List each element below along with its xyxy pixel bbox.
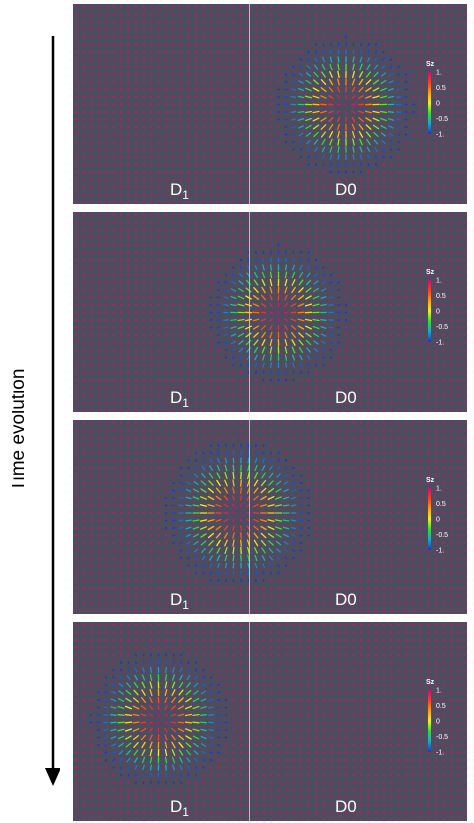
colorbar-tick: 1.: [436, 486, 442, 493]
time-arrow-head: [45, 768, 60, 786]
domain-label-d1: D1: [170, 590, 189, 612]
panel-3: Sz 1. 0.5 0 -0.5 -1. D1 D0: [73, 420, 467, 614]
colorbar-gradient: [428, 488, 431, 550]
colorbar-tick: -0.5: [436, 734, 448, 741]
colorbar-gradient: [428, 280, 431, 342]
colorbar-title: Sz: [426, 477, 435, 484]
colorbar-title: Sz: [426, 61, 435, 68]
time-arrow: [45, 36, 60, 786]
panel-2: Sz 1. 0.5 0 -0.5 -1. D1 D0: [73, 212, 467, 412]
spin-field: [74, 623, 467, 821]
colorbar-title: Sz: [426, 269, 435, 276]
colorbar-tick: 1.: [436, 688, 442, 695]
colorbar-tick: 0: [436, 517, 440, 524]
colorbar: Sz1. 0.5 0 -0.5 -1.: [426, 269, 448, 347]
domain-label-d1: D1: [170, 797, 189, 819]
spin-field: [74, 421, 467, 612]
colorbar-tick: -1.: [436, 548, 444, 555]
panel-1: Sz 1. 0.5 0 -0.5 -1. D1 D0: [73, 4, 467, 204]
spin-texture: Sz1. 0.5 0 -0.5 -1. D1 D0: [73, 212, 467, 412]
colorbar-tick: -1.: [436, 132, 444, 139]
panel-background: [73, 420, 467, 614]
domain-label-d0: D0: [335, 180, 357, 199]
colorbar: Sz1. 0.5 0 -0.5 -1.: [426, 477, 448, 555]
colorbar-tick: 0.5: [436, 703, 446, 710]
colorbar: Sz1. 0.5 0 -0.5 -1.: [426, 61, 448, 139]
colorbar: Sz1. 0.5 0 -0.5 -1.: [426, 679, 448, 757]
colorbar-tick: -1.: [436, 340, 444, 347]
colorbar-tick: 0: [436, 719, 440, 726]
domain-label-d1: D1: [170, 388, 189, 410]
domain-label-d1: D1: [170, 180, 189, 202]
spin-field: [74, 213, 467, 412]
spin-texture: Sz1. 0.5 0 -0.5 -1. D1 D0: [73, 4, 467, 204]
domain-label-d0: D0: [335, 797, 357, 816]
colorbar-tick: 1.: [436, 70, 442, 77]
panel-4: Sz 1. 0.5 0 -0.5 -1. D1 D0: [73, 622, 467, 821]
colorbar-tick: -1.: [436, 750, 444, 757]
domain-label-d0: D0: [335, 388, 357, 407]
colorbar-tick: -0.5: [436, 532, 448, 539]
time-evolution-label: Time evolution: [8, 300, 36, 560]
colorbar-tick: 0.5: [436, 293, 446, 300]
colorbar-tick: -0.5: [436, 116, 448, 123]
panel-background: [73, 622, 467, 821]
colorbar-tick: -0.5: [436, 324, 448, 331]
colorbar-tick: 0.5: [436, 501, 446, 508]
colorbar-title: Sz: [426, 679, 435, 686]
time-evolution-text: Time evolution: [12, 369, 29, 492]
colorbar-tick: 0: [436, 309, 440, 316]
colorbar-gradient: [428, 690, 431, 752]
colorbar-tick: 0.5: [436, 85, 446, 92]
colorbar-tick: 1.: [436, 278, 442, 285]
colorbar-gradient: [428, 72, 431, 134]
domain-label-d0: D0: [335, 590, 357, 609]
colorbar-tick: 0: [436, 101, 440, 108]
spin-texture: Sz1. 0.5 0 -0.5 -1. D1 D0: [73, 420, 467, 614]
spin-field: [74, 5, 467, 204]
spin-texture: Sz1. 0.5 0 -0.5 -1. D1 D0: [73, 622, 467, 821]
